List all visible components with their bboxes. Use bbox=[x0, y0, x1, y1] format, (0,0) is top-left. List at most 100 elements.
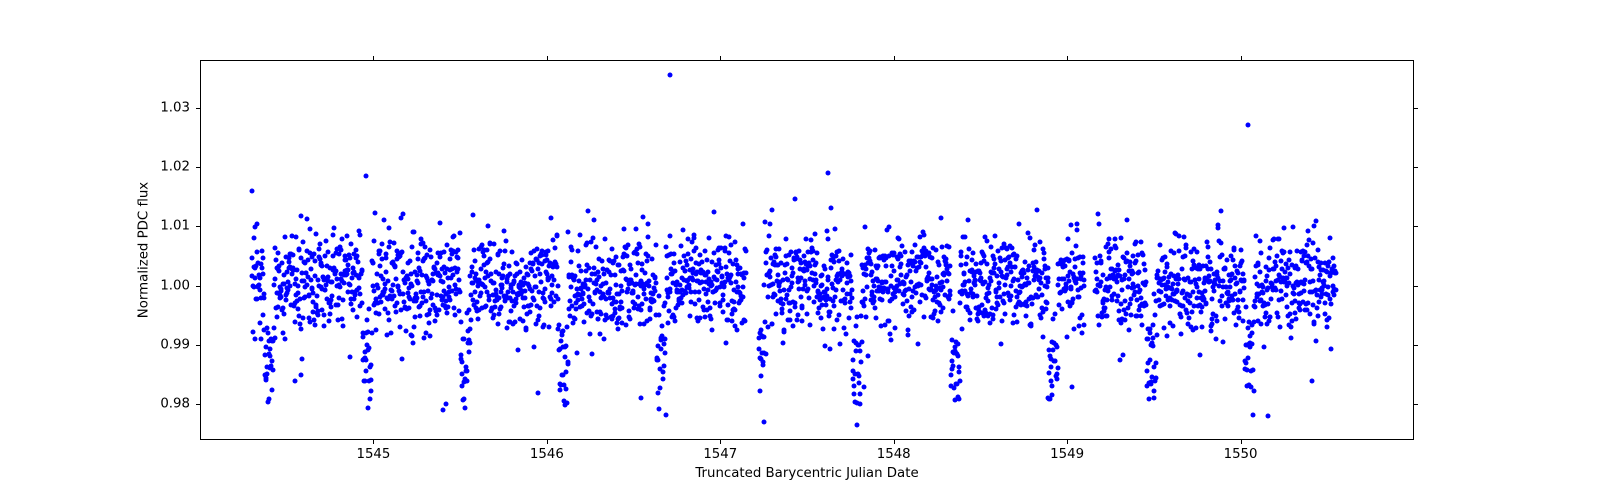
scatter-point bbox=[1327, 315, 1332, 320]
scatter-point bbox=[707, 235, 712, 240]
scatter-point bbox=[258, 320, 263, 325]
scatter-point bbox=[997, 285, 1002, 290]
scatter-point bbox=[814, 260, 819, 265]
scatter-point bbox=[416, 250, 421, 255]
scatter-point bbox=[825, 287, 830, 292]
scatter-point bbox=[364, 357, 369, 362]
scatter-point bbox=[272, 245, 277, 250]
scatter-point bbox=[565, 361, 570, 366]
scatter-point bbox=[337, 285, 342, 290]
scatter-point bbox=[255, 222, 260, 227]
scatter-point bbox=[658, 385, 663, 390]
scatter-point bbox=[624, 253, 629, 258]
scatter-point bbox=[791, 271, 796, 276]
scatter-point bbox=[1250, 412, 1255, 417]
scatter-point bbox=[538, 306, 543, 311]
scatter-point bbox=[386, 317, 391, 322]
scatter-point bbox=[1240, 258, 1245, 263]
scatter-point bbox=[1162, 302, 1167, 307]
scatter-point bbox=[274, 257, 279, 262]
scatter-point bbox=[445, 242, 450, 247]
scatter-point bbox=[634, 272, 639, 277]
scatter-point bbox=[948, 292, 953, 297]
scatter-point bbox=[1259, 251, 1264, 256]
scatter-point bbox=[1305, 300, 1310, 305]
scatter-point bbox=[870, 270, 875, 275]
scatter-point bbox=[270, 359, 275, 364]
scatter-point bbox=[1191, 290, 1196, 295]
scatter-point bbox=[426, 312, 431, 317]
scatter-point bbox=[626, 243, 631, 248]
scatter-point bbox=[1012, 313, 1017, 318]
scatter-point bbox=[820, 273, 825, 278]
scatter-point bbox=[688, 313, 693, 318]
scatter-point bbox=[1152, 389, 1157, 394]
scatter-point bbox=[782, 327, 787, 332]
scatter-point bbox=[1140, 252, 1145, 257]
y-axis-label: Normalized PDC flux bbox=[137, 182, 152, 318]
scatter-point bbox=[329, 293, 334, 298]
scatter-point bbox=[272, 283, 277, 288]
scatter-point bbox=[1313, 338, 1318, 343]
scatter-point bbox=[1081, 255, 1086, 260]
scatter-point bbox=[1119, 288, 1124, 293]
scatter-point bbox=[849, 252, 854, 257]
scatter-point bbox=[430, 278, 435, 283]
scatter-point bbox=[328, 304, 333, 309]
scatter-point bbox=[986, 299, 991, 304]
scatter-point bbox=[304, 217, 309, 222]
scatter-point bbox=[1221, 340, 1226, 345]
x-tick bbox=[1241, 56, 1242, 60]
scatter-point bbox=[1314, 218, 1319, 223]
scatter-point bbox=[298, 372, 303, 377]
scatter-point bbox=[807, 263, 812, 268]
scatter-point bbox=[740, 285, 745, 290]
scatter-point bbox=[1000, 319, 1005, 324]
scatter-point bbox=[729, 273, 734, 278]
scatter-point bbox=[1208, 260, 1213, 265]
scatter-point bbox=[818, 315, 823, 320]
scatter-point bbox=[568, 259, 573, 264]
scatter-point bbox=[728, 281, 733, 286]
scatter-point bbox=[826, 236, 831, 241]
scatter-point bbox=[1044, 285, 1049, 290]
scatter-point bbox=[385, 310, 390, 315]
scatter-point bbox=[331, 232, 336, 237]
scatter-point bbox=[565, 324, 570, 329]
scatter-point bbox=[1230, 298, 1235, 303]
scatter-point bbox=[1002, 283, 1007, 288]
scatter-point bbox=[260, 248, 265, 253]
scatter-point bbox=[768, 268, 773, 273]
scatter-point bbox=[564, 401, 569, 406]
scatter-point bbox=[1094, 270, 1099, 275]
scatter-point bbox=[1243, 361, 1248, 366]
scatter-point bbox=[299, 327, 304, 332]
scatter-point bbox=[264, 325, 269, 330]
scatter-point bbox=[653, 281, 658, 286]
scatter-point bbox=[1156, 298, 1161, 303]
scatter-point bbox=[1053, 358, 1058, 363]
scatter-point bbox=[467, 341, 472, 346]
scatter-point bbox=[1163, 254, 1168, 259]
scatter-point bbox=[705, 269, 710, 274]
scatter-point bbox=[586, 208, 591, 213]
x-tick bbox=[547, 56, 548, 60]
scatter-point bbox=[1106, 255, 1111, 260]
scatter-point bbox=[1041, 250, 1046, 255]
scatter-point bbox=[348, 242, 353, 247]
scatter-point bbox=[681, 227, 686, 232]
scatter-point bbox=[1246, 356, 1251, 361]
scatter-point bbox=[828, 265, 833, 270]
y-tick bbox=[1414, 108, 1418, 109]
scatter-point bbox=[441, 250, 446, 255]
scatter-point bbox=[428, 255, 433, 260]
scatter-point bbox=[645, 222, 650, 227]
scatter-point bbox=[804, 312, 809, 317]
scatter-point bbox=[656, 293, 661, 298]
scatter-point bbox=[896, 236, 901, 241]
scatter-point bbox=[492, 281, 497, 286]
scatter-point bbox=[991, 313, 996, 318]
scatter-point bbox=[1328, 347, 1333, 352]
scatter-point bbox=[657, 406, 662, 411]
scatter-point bbox=[957, 396, 962, 401]
